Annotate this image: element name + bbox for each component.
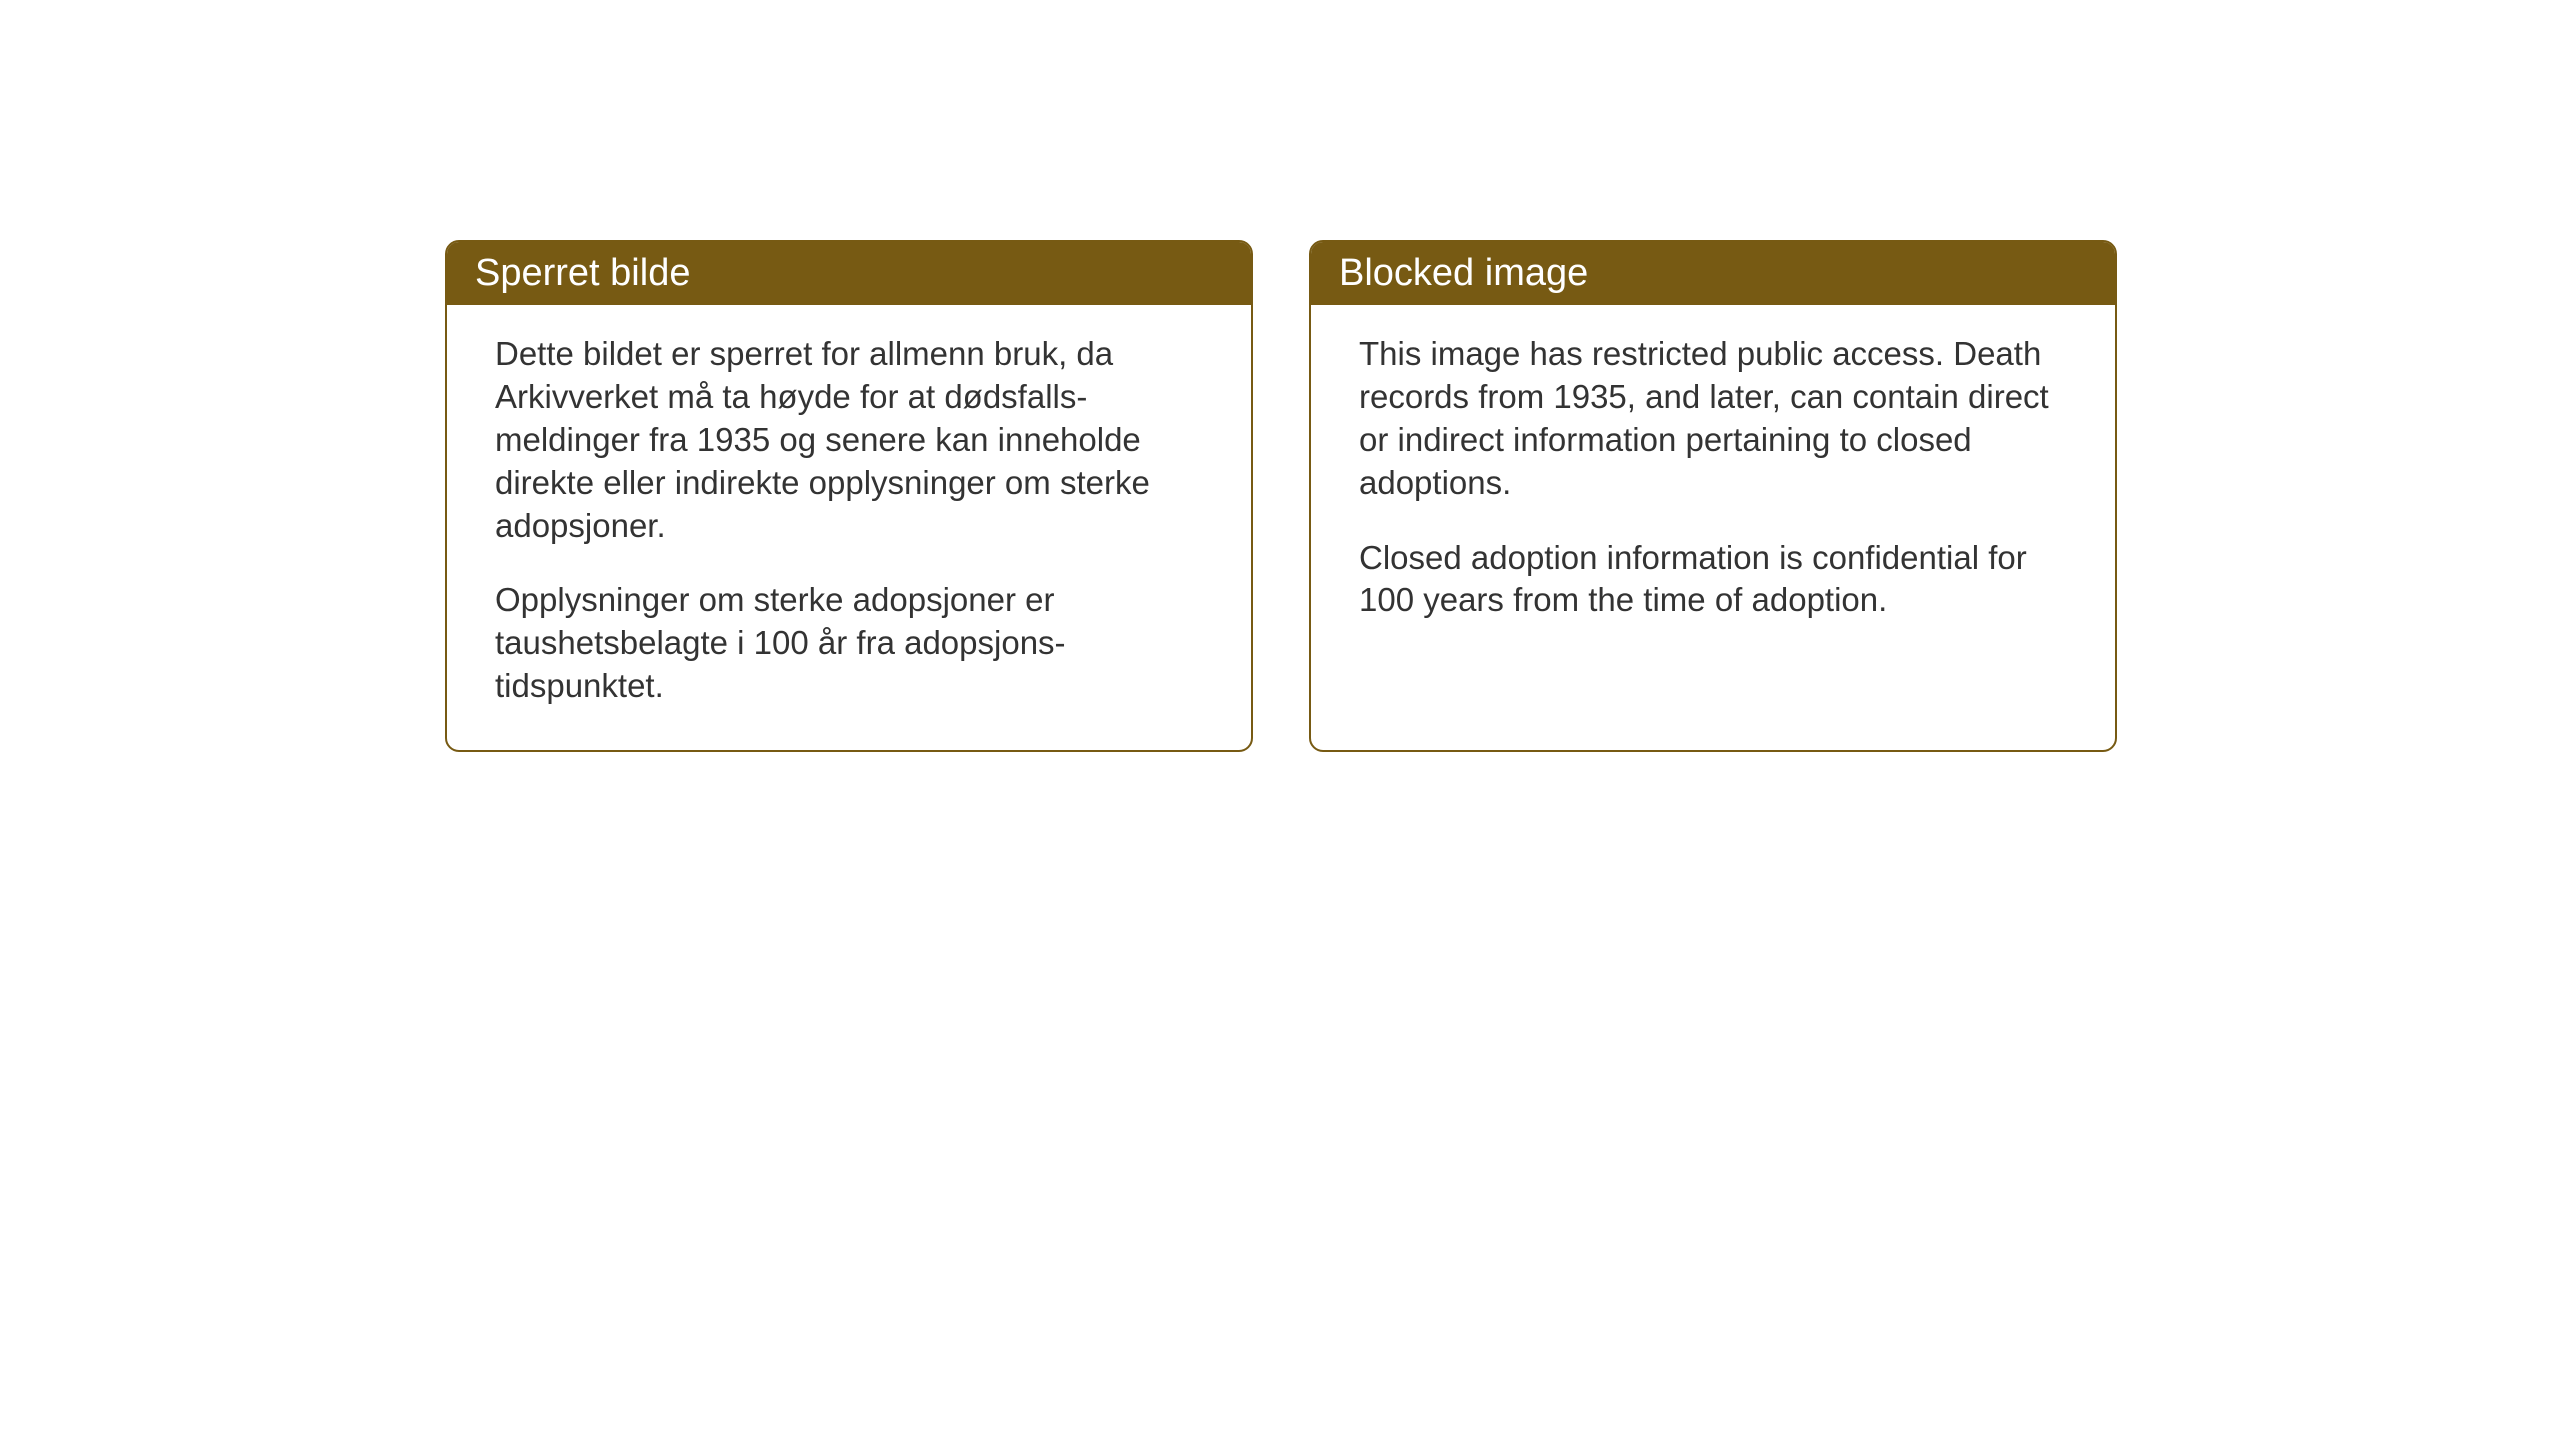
card-title-english: Blocked image — [1339, 252, 1588, 294]
card-paragraph-english-2: Closed adoption information is confident… — [1359, 537, 2067, 623]
cards-container: Sperret bilde Dette bildet er sperret fo… — [445, 240, 2117, 752]
card-header-norwegian: Sperret bilde — [447, 242, 1251, 305]
card-paragraph-english-1: This image has restricted public access.… — [1359, 333, 2067, 505]
card-paragraph-norwegian-2: Opplysninger om sterke adopsjoner er tau… — [495, 579, 1203, 708]
card-english: Blocked image This image has restricted … — [1309, 240, 2117, 752]
card-body-norwegian: Dette bildet er sperret for allmenn bruk… — [447, 305, 1251, 750]
card-norwegian: Sperret bilde Dette bildet er sperret fo… — [445, 240, 1253, 752]
card-header-english: Blocked image — [1311, 242, 2115, 305]
card-title-norwegian: Sperret bilde — [475, 252, 690, 294]
card-paragraph-norwegian-1: Dette bildet er sperret for allmenn bruk… — [495, 333, 1203, 547]
card-body-english: This image has restricted public access.… — [1311, 305, 2115, 664]
